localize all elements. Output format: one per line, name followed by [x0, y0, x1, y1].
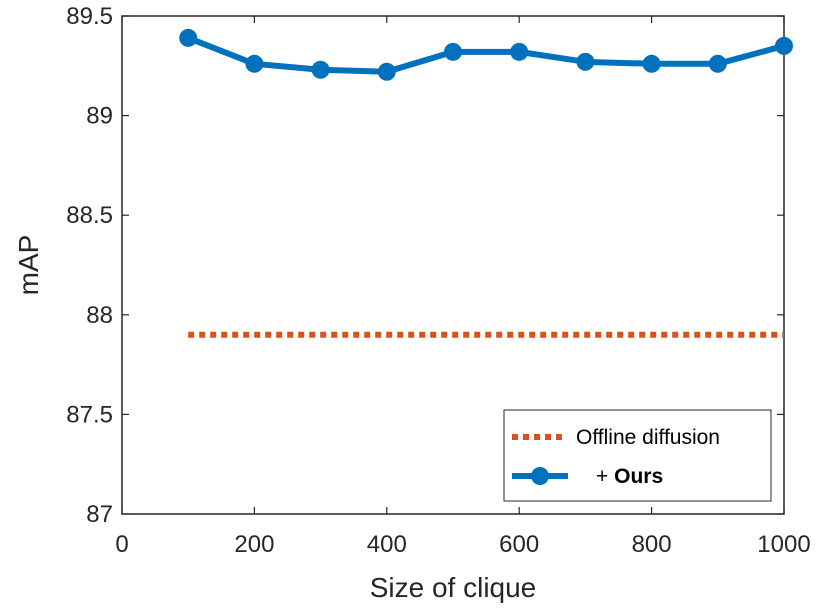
legend: Offline diffusion + Ours — [503, 409, 772, 502]
legend-box — [503, 409, 772, 502]
series-layer — [179, 28, 793, 338]
x-tick-label: 800 — [632, 531, 672, 558]
y-tick-label: 88 — [86, 302, 113, 329]
legend-label-ours-prefix: + — [596, 465, 614, 488]
data-point-ours — [708, 54, 727, 73]
data-point-ours — [377, 62, 396, 81]
data-point-ours — [576, 52, 595, 71]
legend-label-offline-diffusion: Offline diffusion — [576, 426, 720, 449]
y-tick-label: 87.5 — [66, 401, 113, 428]
data-point-ours — [245, 54, 264, 73]
x-tick-label: 1000 — [757, 531, 810, 558]
data-point-ours — [179, 28, 198, 47]
y-axis-label: mAP — [13, 235, 44, 296]
data-point-ours — [510, 42, 529, 61]
y-tick-label: 89.5 — [66, 3, 113, 30]
data-point-ours — [311, 60, 330, 79]
legend-label-ours: + Ours — [596, 465, 663, 488]
x-tick-label: 200 — [234, 531, 274, 558]
y-tick-label: 88.5 — [66, 202, 113, 229]
x-axis-ticks: 0 200 400 600 800 1000 — [115, 16, 811, 558]
y-tick-label: 89 — [86, 103, 113, 130]
data-point-ours — [642, 54, 661, 73]
y-tick-label: 87 — [86, 501, 113, 528]
x-tick-label: 0 — [115, 531, 128, 558]
x-axis-label: Size of clique — [370, 572, 537, 603]
x-tick-label: 600 — [499, 531, 539, 558]
data-point-ours — [444, 42, 462, 61]
x-tick-label: 400 — [367, 531, 407, 558]
series-line-ours — [187, 35, 785, 75]
y-axis-ticks: 87 87.5 88 88.5 89 89.5 — [66, 3, 784, 528]
legend-label-ours-bold: Ours — [614, 465, 663, 488]
data-point-ours — [775, 36, 793, 55]
legend-marker-ours — [531, 467, 549, 485]
